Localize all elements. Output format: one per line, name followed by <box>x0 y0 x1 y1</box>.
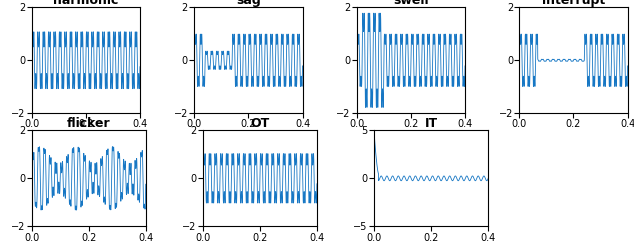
Title: IT: IT <box>425 117 437 130</box>
Title: harmonic: harmonic <box>53 0 119 7</box>
Title: swell: swell <box>393 0 429 7</box>
Title: flicker: flicker <box>67 117 110 130</box>
Title: OT: OT <box>250 117 269 130</box>
Title: sag: sag <box>236 0 261 7</box>
Title: interrupt: interrupt <box>542 0 605 7</box>
